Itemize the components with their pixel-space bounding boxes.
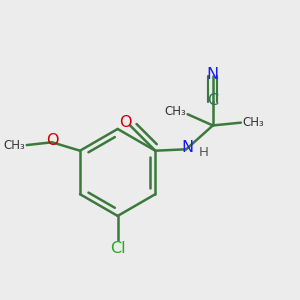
Text: N: N [207, 67, 219, 82]
Text: CH₃: CH₃ [4, 139, 25, 152]
Text: Cl: Cl [110, 241, 125, 256]
Text: CH₃: CH₃ [164, 105, 186, 118]
Text: O: O [120, 115, 132, 130]
Text: CH₃: CH₃ [242, 116, 264, 129]
Text: O: O [46, 134, 58, 148]
Text: C: C [207, 93, 218, 108]
Text: N: N [182, 140, 194, 155]
Text: H: H [199, 146, 209, 159]
